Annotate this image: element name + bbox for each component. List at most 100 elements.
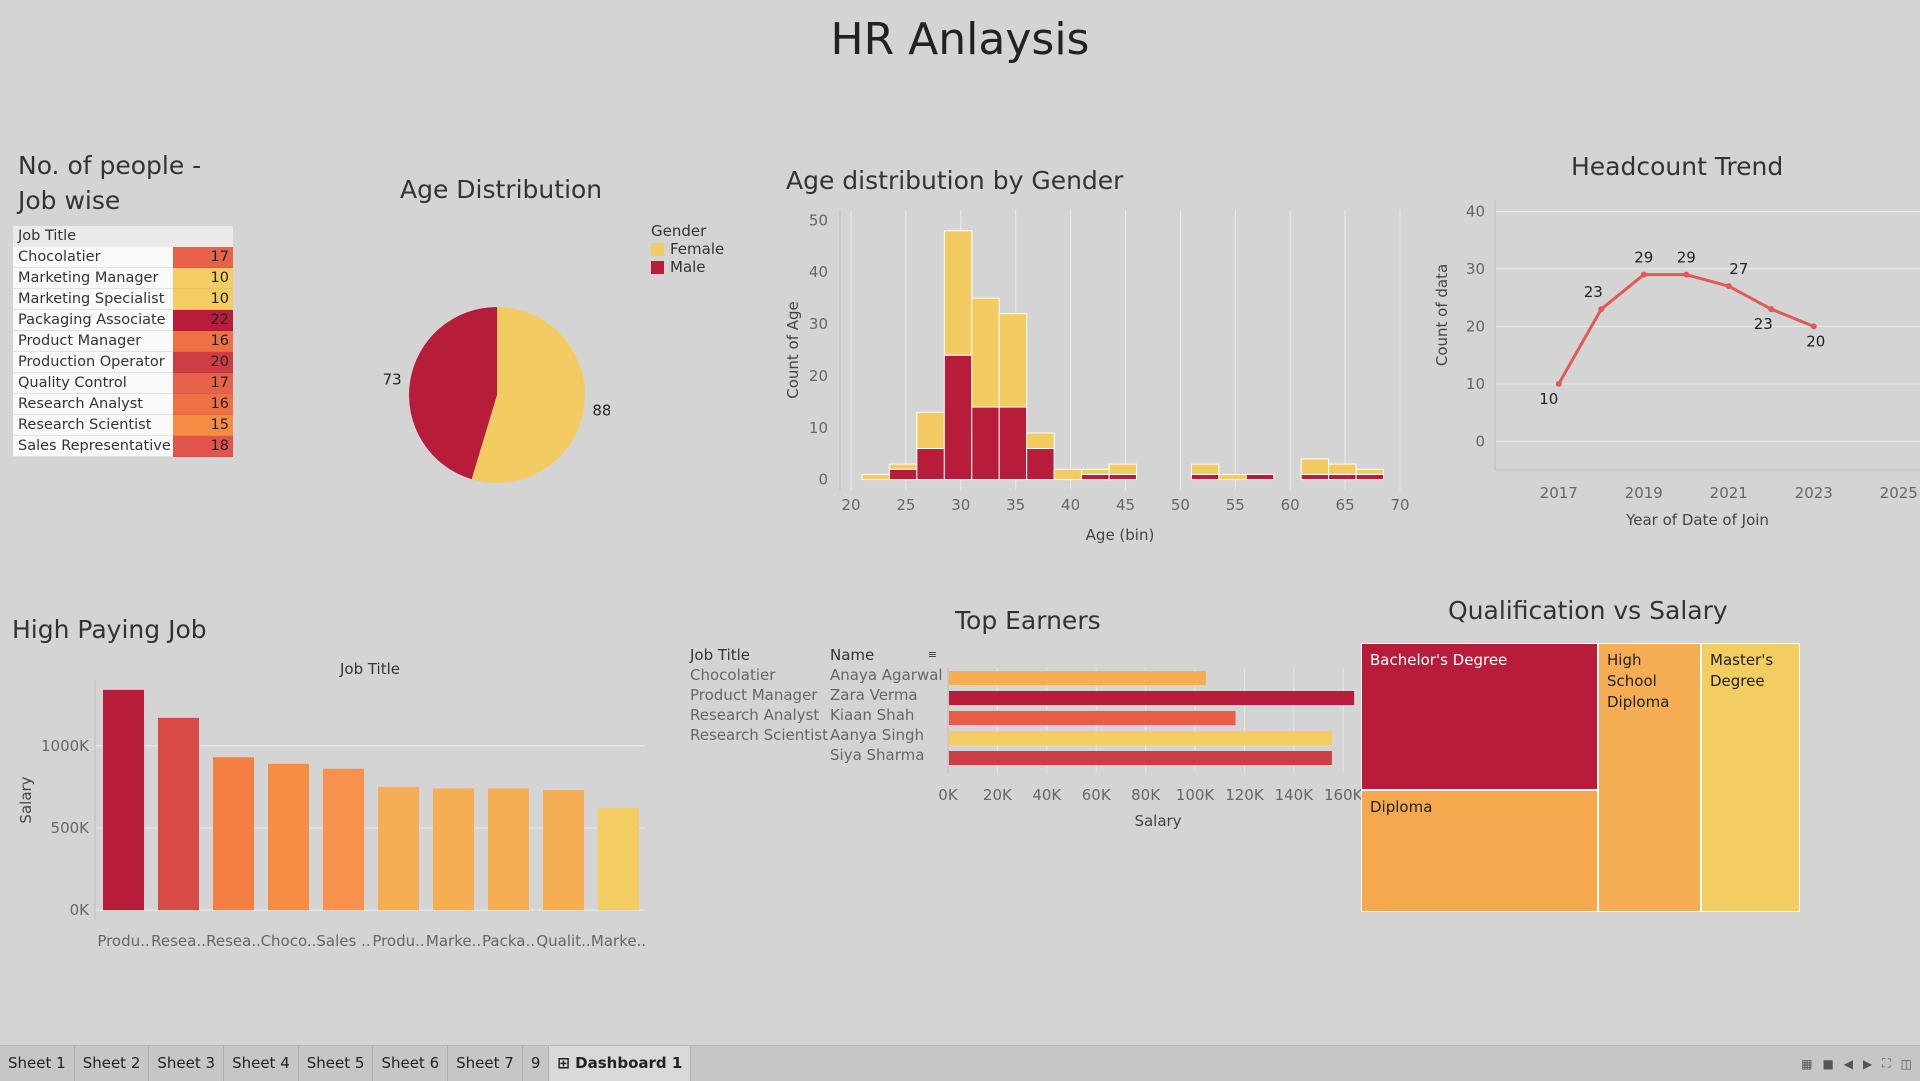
sheet-tab[interactable]: ⊞ Dashboard 1	[549, 1046, 692, 1081]
line-x-tick: 2021	[1710, 484, 1748, 502]
hpj-x-tick: Resea..	[151, 932, 206, 950]
job-table-row[interactable]: Production Operator 20	[13, 352, 233, 373]
hist-y-tick: 40	[809, 263, 828, 281]
earners-x-tick: 40K	[1032, 786, 1062, 804]
hpj-header-label: Job Title	[339, 660, 400, 678]
sort-icon[interactable]: ≡	[927, 648, 937, 661]
job-title-cell: Marketing Manager	[13, 268, 173, 289]
pie-slice-male	[408, 307, 497, 480]
hist-bar-male	[888, 468, 918, 481]
hpj-x-tick: Produ..	[372, 932, 424, 950]
sheet-tab[interactable]: Sheet 3	[149, 1046, 225, 1081]
job-table-row[interactable]: Research Scientist 15	[13, 415, 233, 436]
job-table-title: No. of people - Job wise	[18, 148, 201, 218]
top-earners-bar-chart[interactable]: 0K 20K 40K 60K 80K 100K 120K 140K 160K Salary	[930, 660, 1380, 830]
job-table-row[interactable]: Sales Representative 18	[13, 436, 233, 457]
headcount-title: Headcount Trend	[1571, 152, 1784, 181]
sheet-tab[interactable]: Sheet 6	[373, 1046, 449, 1081]
hist-bar-female	[888, 463, 918, 470]
job-table-row[interactable]: Marketing Specialist 10	[13, 289, 233, 310]
hpj-y-tick: 500K	[51, 819, 91, 837]
next-sheet-icon[interactable]: ▶	[1863, 1056, 1873, 1071]
hpj-bar	[598, 808, 639, 911]
col-job-title[interactable]: Job Title	[690, 646, 751, 664]
top-earner-row[interactable]: Siya Sharma	[690, 745, 945, 765]
job-count-cell: 16	[173, 331, 233, 352]
earner-name-cell: Anaya Agarwal	[830, 666, 943, 684]
earners-x-tick: 100K	[1176, 786, 1216, 804]
top-earner-row[interactable]: Chocolatier Anaya Agarwal	[690, 665, 945, 685]
top-earner-row[interactable]: Product Manager Zara Verma	[690, 685, 945, 705]
job-table-row[interactable]: Quality Control 17	[13, 373, 233, 394]
present-icon[interactable]: ◫	[1900, 1056, 1912, 1071]
sheet-tab[interactable]: Sheet 4	[224, 1046, 299, 1081]
job-table-row[interactable]: Chocolatier 17	[13, 247, 233, 268]
sheet-tab[interactable]: Sheet 5	[299, 1046, 374, 1081]
hist-bar-male	[943, 354, 973, 481]
hist-x-tick: 40	[1061, 496, 1080, 514]
job-count-cell: 10	[173, 289, 233, 310]
job-title-cell: Product Manager	[13, 331, 173, 352]
sheet-tab-label: Sheet 7	[456, 1054, 514, 1072]
job-title-cell: Production Operator	[13, 352, 173, 373]
job-title-cell: Research Analyst	[13, 394, 173, 415]
hpj-x-tick: Produ..	[97, 932, 149, 950]
job-title-cell: Quality Control	[13, 373, 173, 394]
job-table-row[interactable]: Product Manager 16	[13, 331, 233, 352]
job-table-row[interactable]: Packaging Associate 22	[13, 310, 233, 331]
high-paying-title: High Paying Job	[12, 615, 207, 644]
hist-bar-female	[943, 230, 973, 356]
treemap-cell[interactable]: Master's Degree	[1701, 643, 1800, 912]
qualification-title: Qualification vs Salary	[1448, 596, 1728, 625]
line-x-label: Year of Date of Join	[1625, 511, 1769, 529]
qualification-treemap[interactable]: Bachelor's Degree Diploma High School Dipl…	[1361, 643, 1800, 912]
job-table-title-line2: Job wise	[18, 186, 121, 215]
legend-item-female[interactable]: Female	[651, 240, 724, 258]
hpj-x-tick: Marke..	[591, 932, 646, 950]
hist-bar-female	[998, 313, 1028, 408]
prev-sheet-icon[interactable]: ◀	[1843, 1056, 1854, 1071]
sheet-tab[interactable]: 9	[523, 1046, 550, 1081]
sheet-tab[interactable]: Sheet 7	[448, 1046, 523, 1081]
treemap-cell[interactable]: Diploma	[1361, 790, 1598, 912]
job-table-row[interactable]: Marketing Manager 10	[13, 268, 233, 289]
job-count-cell: 16	[173, 394, 233, 415]
line-x-tick: 2019	[1625, 484, 1663, 502]
hist-y-tick: 10	[809, 419, 828, 437]
age-pie-chart[interactable]: 88 73	[370, 290, 610, 500]
treemap-cell[interactable]: High School Diploma	[1598, 643, 1701, 912]
sheet-tab[interactable]: Sheet 1	[0, 1046, 75, 1081]
job-table-row[interactable]: Research Analyst 16	[13, 394, 233, 415]
top-earner-row[interactable]: Research Analyst Kiaan Shah	[690, 705, 945, 725]
treemap-cell-label: Bachelor's Degree	[1370, 651, 1508, 669]
hist-bar-male	[1355, 473, 1385, 481]
earner-job-cell: Product Manager	[690, 686, 818, 704]
line-x-tick: 2025	[1880, 484, 1918, 502]
col-name[interactable]: Name ≡	[830, 645, 945, 665]
hpj-bar	[433, 788, 474, 911]
legend-item-male[interactable]: Male	[651, 258, 724, 276]
job-table-header[interactable]: Job Title	[13, 226, 233, 247]
hist-x-tick: 25	[896, 496, 915, 514]
filmstrip-icon[interactable]: ■	[1822, 1056, 1834, 1071]
hpj-y-tick: 1000K	[41, 737, 90, 755]
earners-x-tick: 120K	[1225, 786, 1265, 804]
earners-x-tick: 140K	[1275, 786, 1315, 804]
hist-bar-male	[1190, 473, 1220, 481]
hist-bar-female	[861, 473, 890, 481]
sheet-tab[interactable]: Sheet 2	[75, 1046, 150, 1081]
hpj-x-tick: Choco..	[261, 932, 317, 950]
fullscreen-icon[interactable]: ⛶	[1882, 1056, 1891, 1070]
hist-bar-male	[1300, 473, 1330, 481]
treemap-cell[interactable]: Bachelor's Degree	[1361, 643, 1598, 790]
gender-legend-title: Gender	[651, 222, 707, 240]
age-histogram[interactable]: 20 25 30 35 40 45 50 55 60 65 70 0 10 20 30 40 50 Age (bi…	[780, 200, 1430, 550]
grid-view-icon[interactable]: ▦	[1801, 1056, 1813, 1071]
treemap-cell-label: Master's Degree	[1710, 651, 1774, 690]
headcount-point	[1810, 323, 1817, 330]
top-earners-title: Top Earners	[955, 606, 1101, 635]
line-x-tick: 2023	[1795, 484, 1833, 502]
top-earner-row[interactable]: Research Scientist Aanya Singh	[690, 725, 945, 745]
